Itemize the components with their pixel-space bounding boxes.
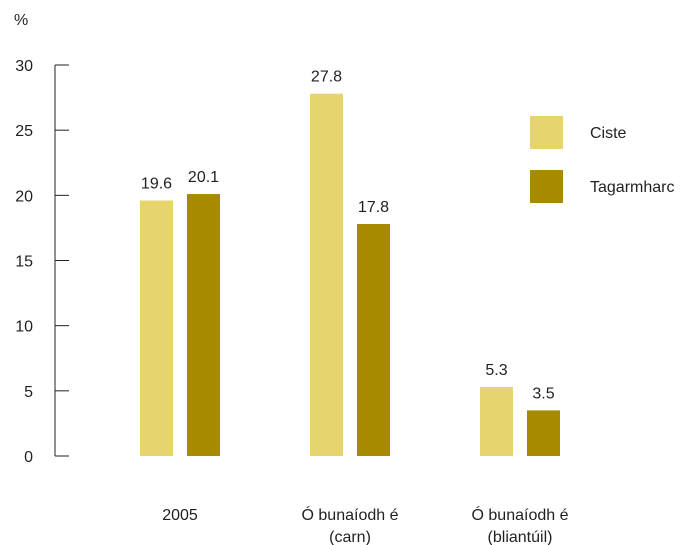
data-label: 19.6 [141, 176, 172, 193]
category-label: Ó bunaíodh é [472, 505, 569, 524]
legend-swatch [530, 170, 563, 203]
bar-tagarmharc [187, 194, 220, 456]
category-label: 2005 [162, 507, 198, 524]
category-labels-group: 2005 Ó bunaíodh é (carn) Ó bunaíodh é (blian… [162, 505, 568, 545]
data-label: 5.3 [485, 362, 507, 379]
y-tick-label: 20 [15, 188, 33, 205]
legend-swatch [530, 116, 563, 149]
y-axis-unit-label: % [14, 12, 28, 29]
y-tick-label: 0 [24, 449, 33, 466]
y-tick-label: 5 [24, 384, 33, 401]
bar-ciste [480, 386, 513, 456]
legend-label: Ciste [590, 125, 627, 142]
y-tick-label: 15 [15, 254, 33, 271]
bars-group [140, 93, 560, 456]
bar-ciste [310, 93, 343, 456]
data-label: 27.8 [311, 69, 342, 86]
y-axis: 0 5 10 15 20 25 30 [15, 58, 69, 466]
bar-ciste [140, 200, 173, 456]
bar-tagarmharc [357, 224, 390, 456]
bar-tagarmharc [527, 410, 560, 456]
y-tick-label: 25 [15, 123, 33, 140]
data-label: 3.5 [532, 385, 554, 402]
legend-label: Tagarmharc [590, 179, 674, 196]
category-label: Ó bunaíodh é [302, 505, 399, 524]
data-labels-group: 19.6 27.8 5.3 20.1 17.8 3.5 [141, 69, 555, 403]
legend: Ciste Tagarmharc [530, 116, 674, 203]
data-label: 17.8 [358, 199, 389, 216]
category-label: (carn) [329, 529, 371, 545]
y-tick-label: 30 [15, 58, 33, 75]
y-tick-label: 10 [15, 319, 33, 336]
category-label: (bliantúil) [488, 529, 553, 545]
data-label: 20.1 [188, 169, 219, 186]
